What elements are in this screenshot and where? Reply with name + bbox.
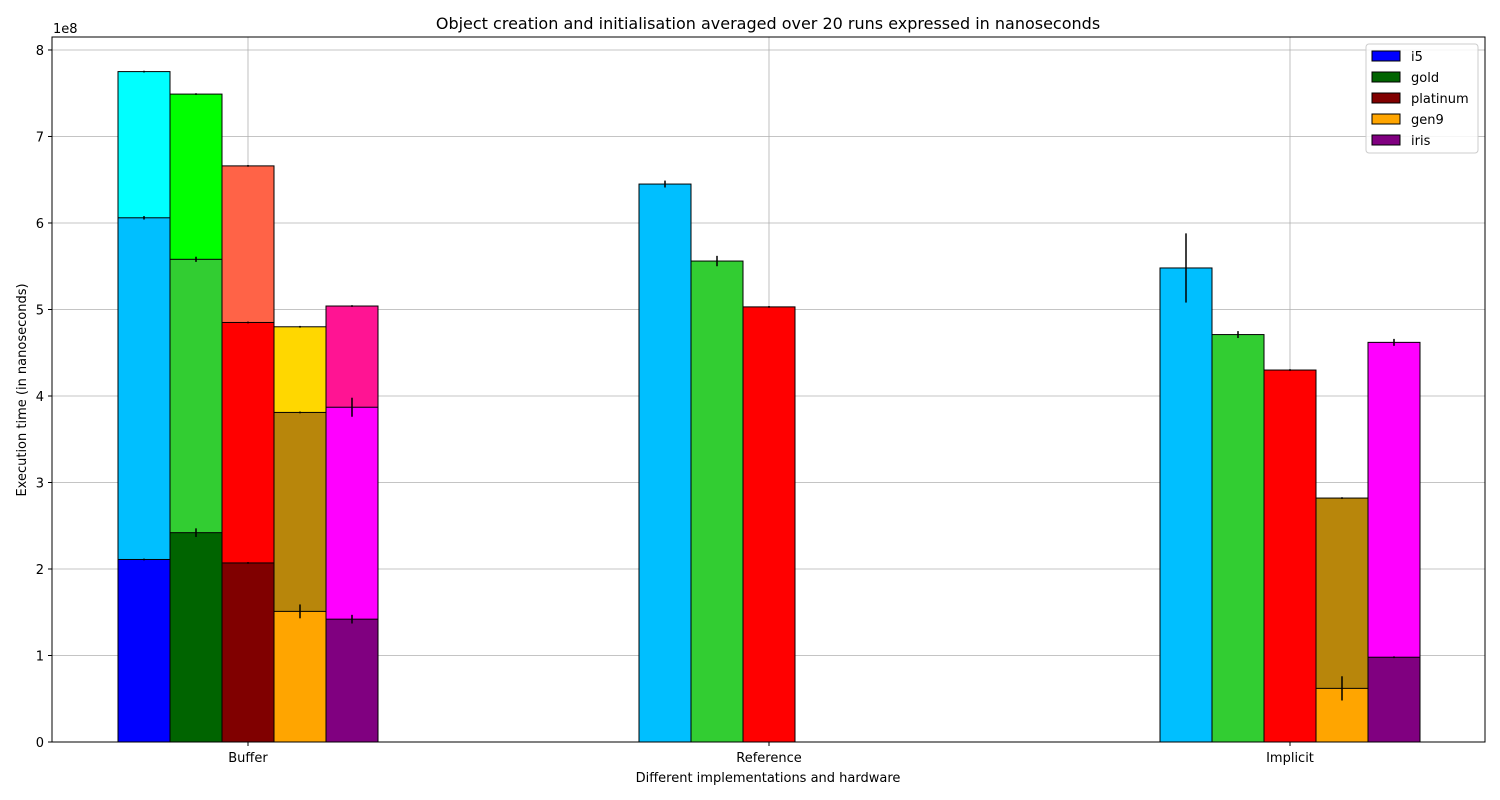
chart-title: Object creation and initialisation avera… [436,14,1100,33]
bar-i5 [638,183,692,743]
legend-swatch-iris [1371,134,1401,146]
bar-i5 [117,558,171,743]
bar-gold [1211,334,1265,743]
y-tick-label: 8 [36,44,44,59]
bar-gold [169,532,223,743]
y-tick-label: 3 [36,476,44,491]
y-tick-label: 1 [36,649,44,664]
legend-label-gen9: gen9 [1411,113,1444,128]
legend: i5 gold platinum gen9 iris [1365,43,1479,154]
bar-iris [325,618,379,743]
bar-platinum [1263,369,1317,743]
legend-box [1365,43,1479,154]
y-tick-label: 5 [36,303,44,318]
legend-swatch-i5 [1371,50,1401,62]
bar-i5 [1159,267,1213,743]
legend-swatch-platinum [1371,92,1401,104]
y-tick-label: 0 [36,736,44,751]
bar-iris [1367,656,1421,743]
y-tick-label: 6 [36,217,44,232]
x-tick-label: Reference [736,751,801,766]
y-tick-label: 4 [36,390,44,405]
x-axis-label: Different implementations and hardware [636,771,901,786]
y-tick-label: 7 [36,130,44,145]
bar-platinum [742,306,796,743]
axis-ticks: 0 1 2 3 4 5 6 7 8 Buffer Reference Implicit [36,44,1314,766]
legend-label-iris: iris [1411,134,1431,149]
y-tick-label: 2 [36,563,44,578]
x-tick-label: Implicit [1266,751,1314,766]
legend-label-i5: i5 [1411,50,1423,65]
y-offset-label: 1e8 [53,22,78,37]
legend-label-gold: gold [1411,71,1439,86]
legend-label-platinum: platinum [1411,92,1469,107]
legend-swatch-gold [1371,71,1401,83]
bars [117,70,1421,743]
legend-swatch-gen9 [1371,113,1401,125]
bar-gen9 [273,610,327,743]
x-tick-label: Buffer [228,751,268,766]
bar-platinum [221,562,275,743]
y-axis-label: Execution time (in nanoseconds) [15,283,30,496]
bar-gold [690,260,744,743]
